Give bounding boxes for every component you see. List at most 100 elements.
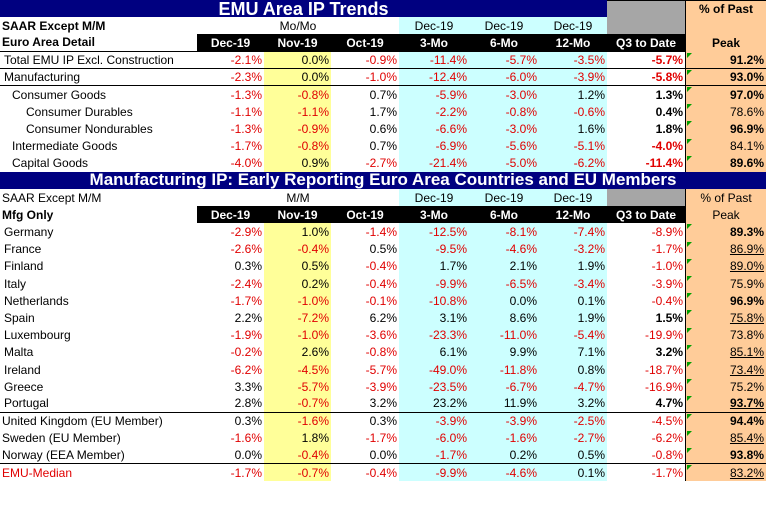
col-header: Q3 to Date (607, 206, 685, 224)
cell: 96.9% (685, 292, 766, 310)
cell: 3.3% (197, 378, 264, 396)
cell: -0.4% (331, 275, 399, 293)
cell: -4.5% (607, 412, 685, 430)
cell: -1.6% (469, 429, 539, 447)
cell: -10.8% (399, 292, 469, 310)
cell: -2.2% (399, 103, 469, 121)
cell: -2.3% (197, 68, 264, 86)
cell: -1.3% (197, 120, 264, 138)
cell: 86.9% (685, 240, 766, 258)
cell: 83.2% (685, 464, 766, 482)
row-label: Norway (EEA Member) (0, 446, 197, 465)
cell: 0.6% (331, 120, 399, 138)
cell: -1.7% (607, 464, 685, 482)
cell: 0.0% (331, 446, 399, 465)
section2-title: Manufacturing IP: Early Reporting Euro A… (0, 171, 766, 190)
cell: -0.8% (607, 446, 685, 465)
cell: -0.7% (264, 464, 331, 482)
median-label: EMU-Median (0, 464, 197, 482)
cell: 0.5% (264, 257, 331, 275)
cell: 89.3% (685, 223, 766, 241)
row-label: Sweden (EU Member) (0, 429, 197, 447)
cell: 1.9% (539, 309, 607, 327)
cell: 0.3% (197, 412, 264, 430)
cell: 7.1% (539, 343, 607, 361)
cell: -6.0% (469, 68, 539, 86)
cell: 2.8% (197, 395, 264, 413)
cell: -1.7% (197, 137, 264, 155)
cell: -2.5% (539, 412, 607, 430)
cell: -9.5% (399, 240, 469, 258)
cell: -1.9% (197, 326, 264, 344)
cell: 6.2% (331, 309, 399, 327)
cell: 1.3% (607, 85, 685, 104)
cell: 75.2% (685, 378, 766, 396)
cell: -3.5% (539, 51, 607, 69)
period-3mo-top: Dec-19 (399, 17, 469, 35)
cell: 73.4% (685, 360, 766, 379)
row-label: Italy (0, 275, 197, 293)
col-header: 12-Mo (539, 206, 607, 224)
cell: 1.0% (264, 223, 331, 241)
cell: -2.1% (197, 51, 264, 69)
row-label: Consumer Goods (0, 85, 197, 104)
cell: -0.7% (264, 395, 331, 413)
cell: -11.4% (607, 154, 685, 172)
cell: -3.4% (539, 275, 607, 293)
cell: -0.4% (331, 464, 399, 482)
cell: 3.2% (607, 343, 685, 361)
row-label: Ireland (0, 360, 197, 379)
cell: -9.9% (399, 464, 469, 482)
cell: -11.0% (469, 326, 539, 344)
cell: -4.5% (264, 360, 331, 379)
row-label: Capital Goods (0, 154, 197, 172)
col-header: 12-Mo (539, 34, 607, 52)
cell: 96.9% (685, 120, 766, 138)
cell: 0.3% (197, 257, 264, 275)
row-label: Greece (0, 378, 197, 396)
cell: -1.7% (399, 446, 469, 465)
cell: 94.4% (685, 412, 766, 430)
cell: -7.2% (264, 309, 331, 327)
cell: -5.7% (607, 51, 685, 69)
cell: -5.8% (607, 68, 685, 86)
cell: -0.8% (264, 85, 331, 104)
cell: 93.7% (685, 395, 766, 413)
cell: -4.0% (197, 154, 264, 172)
cell: -2.7% (331, 154, 399, 172)
col-header: Nov-19 (264, 34, 331, 52)
cell: 0.7% (331, 137, 399, 155)
cell: -2.4% (197, 275, 264, 293)
cell: -2.6% (197, 240, 264, 258)
row-label: Germany (0, 223, 197, 241)
cell: -1.7% (331, 429, 399, 447)
mm-label: M/M (197, 189, 399, 207)
cell: -3.6% (331, 326, 399, 344)
saar-label: SAAR Except M/M (0, 189, 197, 207)
cell: -18.7% (607, 360, 685, 379)
cell: 1.7% (399, 257, 469, 275)
cell: -3.9% (607, 275, 685, 293)
cell: 89.0% (685, 257, 766, 275)
peak-header-blank (685, 17, 766, 35)
cell: 75.9% (685, 275, 766, 293)
cell: 0.2% (264, 275, 331, 293)
cell: 0.3% (331, 412, 399, 430)
cell: -23.3% (399, 326, 469, 344)
cell: 0.1% (539, 292, 607, 310)
cell: 93.8% (685, 446, 766, 465)
cell: -0.1% (331, 292, 399, 310)
cell: -1.7% (197, 464, 264, 482)
cell: 1.5% (607, 309, 685, 327)
cell: -16.9% (607, 378, 685, 396)
peak-label: Peak (685, 206, 766, 224)
cell: -0.6% (539, 103, 607, 121)
q3-header-blank (607, 189, 685, 207)
cell: 1.8% (607, 120, 685, 138)
cell: -8.1% (469, 223, 539, 241)
cell: -0.4% (331, 257, 399, 275)
cell: -5.7% (469, 51, 539, 69)
period-6mo-top: Dec-19 (469, 189, 539, 207)
cell: 0.1% (539, 464, 607, 482)
